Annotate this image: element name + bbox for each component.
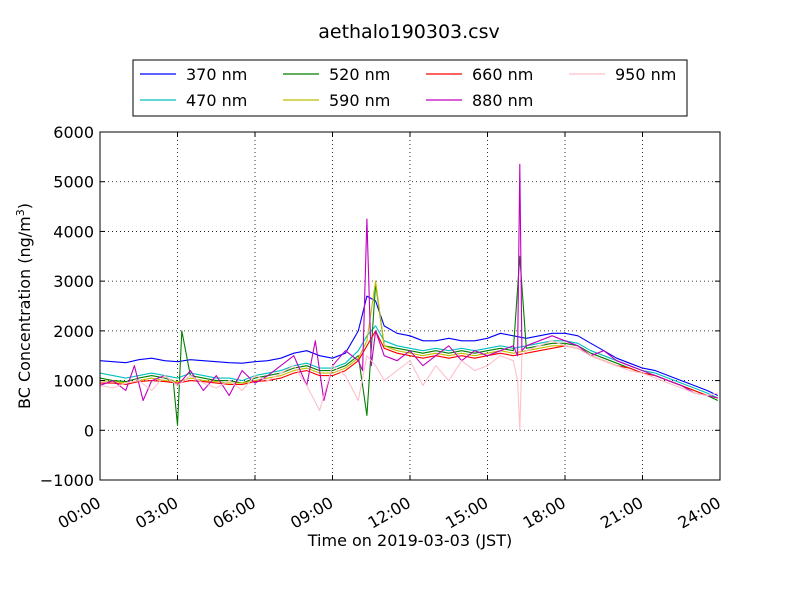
series-line-470-nm [100,325,719,399]
x-tick-label: 06:00 [210,493,259,533]
y-axis-label: BC Concentration (ng/m3) [14,203,34,409]
series-line-520-nm [100,255,719,426]
legend: 370 nm 470 nm 520 nm 590 nm 660 nm 880 nm 950 … [132,59,688,117]
legend-label: 470 nm [186,91,247,110]
x-tick-label: 09:00 [287,493,336,533]
y-tick-label: 1000 [53,372,94,391]
x-tick-label: 18:00 [520,493,569,533]
y-axis-label-main: BC Concentration (ng/m [15,216,34,409]
y-axis: −1000 0 1000 2000 3000 4000 5000 6000 [40,123,720,490]
y-tick-label: 0 [84,421,94,440]
x-tick-label: 24:00 [675,493,724,533]
y-tick-label: 6000 [53,123,94,142]
x-tick-label: 03:00 [132,493,181,533]
y-tick-label: 2000 [53,322,94,341]
legend-label: 590 nm [329,91,390,110]
series-line-370-nm [100,295,719,396]
series-lines [100,163,719,431]
y-tick-label: −1000 [40,471,94,490]
legend-label: 950 nm [615,65,676,84]
legend-box [132,59,688,117]
y-tick-label: 4000 [53,222,94,241]
legend-label: 370 nm [186,65,247,84]
y-axis-label-sup: 3 [14,209,27,216]
y-tick-label: 5000 [53,173,94,192]
y-tick-label: 3000 [53,272,94,291]
x-axis-label: Time on 2019-03-03 (JST) [307,531,512,550]
grid [100,132,720,480]
chart-title: aethalo190303.csv [318,21,500,43]
legend-label: 880 nm [472,91,533,110]
series-line-880-nm [100,163,718,402]
x-tick-label: 12:00 [365,493,414,533]
series-line-950-nm [100,340,718,431]
x-tick-label: 00:00 [55,493,104,533]
legend-label: 660 nm [472,65,533,84]
plot-area [100,132,720,480]
x-tick-label: 21:00 [597,493,646,533]
legend-label: 520 nm [329,65,390,84]
x-tick-label: 15:00 [442,493,491,533]
y-axis-label-close: ) [15,203,34,209]
